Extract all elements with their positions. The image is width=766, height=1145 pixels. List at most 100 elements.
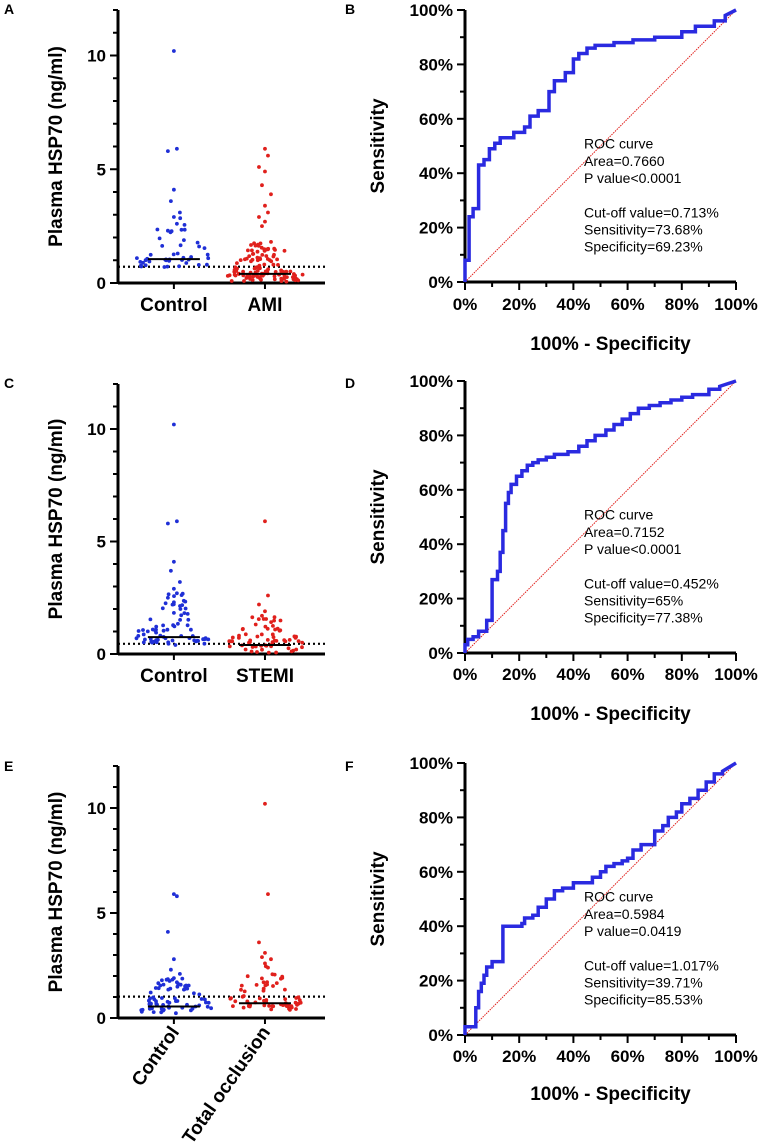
reference-diagonal-line	[464, 9, 737, 283]
panel-letter-c: C	[4, 375, 14, 391]
data-point	[241, 627, 245, 631]
data-point	[180, 976, 185, 981]
data-point	[171, 49, 176, 53]
data-point	[141, 640, 146, 645]
data-point	[171, 252, 176, 257]
panel-a-dot-plot: 0 5 10 Plasma HSP70 (ng/ml) Control AMI	[46, 9, 325, 316]
data-point	[143, 637, 147, 642]
data-point	[203, 637, 208, 641]
y-axis-title: Plasma HSP70 (ng/ml)	[46, 792, 67, 993]
data-point	[260, 183, 264, 188]
data-point	[257, 602, 261, 607]
data-point	[259, 632, 264, 637]
data-point	[167, 979, 172, 983]
data-point	[300, 640, 305, 645]
panel-d-roc-plot: 0% 20% 40% 60% 80% 100% 0% 20% 40% 60% 80% 100% 100%…	[368, 372, 758, 725]
data-point	[271, 624, 275, 628]
annotation-text: Area=0.5984	[584, 906, 665, 922]
annotation-text: ROC curve	[584, 507, 653, 523]
data-point	[275, 257, 279, 262]
data-point	[189, 255, 194, 259]
data-point	[284, 279, 289, 284]
data-point	[284, 1003, 289, 1008]
data-point	[241, 269, 246, 274]
category-label: AMI	[248, 295, 283, 316]
panel-letter-f: F	[345, 758, 354, 774]
data-point	[260, 613, 264, 618]
data-point	[257, 940, 261, 945]
data-point	[171, 976, 176, 980]
data-point	[298, 1000, 303, 1005]
y-axis-title: Sensitivity	[368, 469, 389, 564]
x-tick-label: 0%	[453, 295, 478, 314]
data-point	[282, 248, 287, 253]
annotation-text: Area=0.7152	[584, 524, 665, 540]
y-tick-label: 80%	[419, 55, 453, 74]
data-point	[182, 227, 187, 232]
data-point	[154, 640, 159, 645]
y-tick-label: 10	[87, 47, 106, 66]
data-point	[273, 627, 277, 632]
data-point	[232, 269, 237, 274]
data-point	[254, 983, 259, 987]
data-point	[245, 974, 250, 979]
data-point	[202, 246, 207, 251]
x-tick-label: 80%	[665, 665, 699, 684]
data-point	[150, 627, 155, 632]
panel-letter-a: A	[4, 1, 14, 17]
data-point	[165, 627, 170, 632]
data-point	[151, 1010, 156, 1014]
data-point	[264, 998, 269, 1002]
data-point	[263, 169, 267, 174]
data-point	[168, 199, 173, 204]
data-point	[140, 1007, 145, 1012]
data-point	[206, 1000, 211, 1005]
data-point	[204, 1000, 208, 1005]
panel-f-roc-plot: 0% 20% 40% 60% 80% 100% 0% 20% 40% 60% 80% 100% 100%…	[368, 754, 758, 1105]
data-point	[205, 252, 210, 257]
data-point	[237, 633, 241, 638]
data-point	[256, 244, 261, 248]
data-point	[170, 638, 175, 643]
category-label: STEMI	[236, 666, 294, 687]
data-point	[282, 638, 287, 642]
data-point	[160, 978, 164, 983]
y-tick-label: 60%	[419, 863, 453, 882]
data-point	[175, 984, 180, 989]
y-tick-label: 40%	[419, 164, 453, 183]
data-point	[279, 269, 284, 274]
x-tick-label: 80%	[665, 1047, 699, 1066]
data-point	[195, 240, 200, 245]
data-point	[158, 983, 163, 988]
data-point	[233, 999, 238, 1004]
data-point	[168, 967, 173, 972]
data-point	[175, 251, 180, 256]
data-point	[171, 215, 176, 219]
data-point	[286, 646, 291, 651]
data-point	[167, 1000, 172, 1005]
data-point	[249, 259, 253, 264]
data-point	[261, 980, 266, 985]
annotation-text: Specificity=69.23%	[584, 239, 703, 255]
data-point	[178, 243, 183, 248]
data-point	[257, 996, 262, 1001]
x-tick-label: 20%	[502, 665, 536, 684]
data-point	[177, 580, 182, 584]
data-point	[235, 261, 239, 265]
data-point	[241, 1005, 246, 1010]
data-point	[168, 568, 173, 573]
data-point	[260, 647, 264, 652]
y-axis-title: Sensitivity	[368, 851, 389, 946]
x-tick-label: 80%	[665, 295, 699, 314]
data-point	[253, 243, 258, 248]
data-point	[269, 192, 273, 197]
data-point	[180, 591, 185, 596]
data-point	[165, 595, 170, 600]
data-point	[269, 240, 273, 244]
data-point	[279, 276, 284, 281]
data-point	[136, 634, 141, 638]
data-point	[239, 987, 243, 992]
data-point	[250, 645, 255, 649]
data-point	[174, 980, 179, 985]
